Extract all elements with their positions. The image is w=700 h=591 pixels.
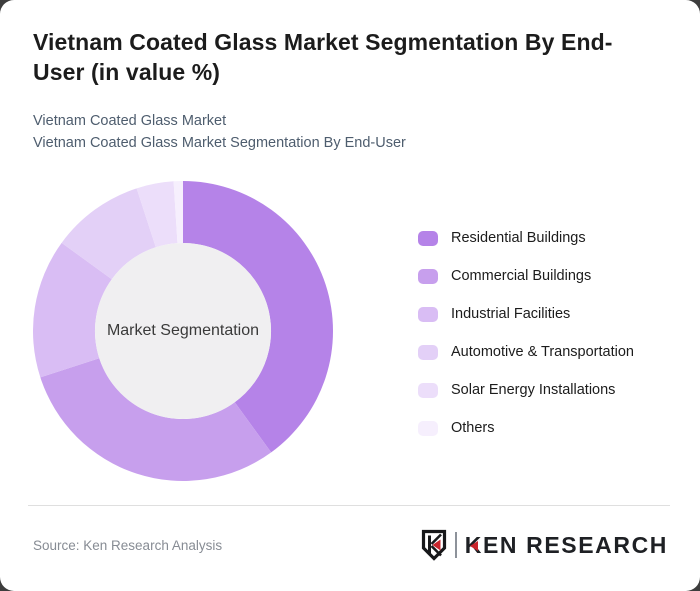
legend-item-3: Industrial Facilities <box>418 305 634 323</box>
legend-label: Residential Buildings <box>451 230 586 246</box>
subtitle-line-1: Vietnam Coated Glass Market <box>33 113 227 129</box>
legend-item-5: Solar Energy Installations <box>418 381 634 399</box>
legend-label: Industrial Facilities <box>451 306 571 322</box>
donut-hole <box>94 242 272 420</box>
donut-chart: Market Segmentation <box>33 181 333 481</box>
source-text: Source: Ken Research Analysis <box>33 538 223 553</box>
donut-segment-6 <box>173 181 183 244</box>
footer-divider <box>28 505 670 506</box>
legend-swatch-icon <box>418 344 438 360</box>
donut-segment-3 <box>33 242 112 378</box>
donut-segment-4 <box>61 188 156 280</box>
page-title: Vietnam Coated Glass Market Segmentation… <box>33 29 613 85</box>
logo-red-triangle <box>432 539 441 551</box>
subtitle-line-2: Vietnam Coated Glass Market Segmentation… <box>33 134 406 151</box>
logo-k-triangle-icon <box>469 541 478 551</box>
legend-label: Commercial Buildings <box>451 268 592 284</box>
legend-item-1: Residential Buildings <box>418 229 634 247</box>
legend-swatch-icon <box>418 306 438 322</box>
logo-text-rest: EN RESEARCH <box>482 531 668 558</box>
logo-shield-icon <box>421 529 446 561</box>
donut-svg <box>33 181 333 481</box>
legend-item-4: Automotive & Transportation <box>418 343 634 361</box>
legend-item-2: Commercial Buildings <box>418 267 634 285</box>
legend-label: Automotive & Transportation <box>451 344 634 360</box>
subtitle: Vietnam Coated Glass Market Vietnam Coat… <box>33 111 677 154</box>
legend-label: Solar Energy Installations <box>451 382 616 398</box>
legend-swatch-icon <box>418 420 438 436</box>
legend-label: Others <box>451 420 495 436</box>
donut-segment-1 <box>183 181 333 453</box>
logo-text: K EN RESEARCH <box>465 532 668 559</box>
legend-swatch-icon <box>418 230 438 246</box>
legend-item-6: Others <box>418 419 634 437</box>
legend-swatch-icon <box>418 382 438 398</box>
ken-research-logo: K EN RESEARCH <box>420 527 668 563</box>
donut-segment-2 <box>40 358 272 481</box>
chart-legend: Residential Buildings Commercial Building… <box>418 229 634 437</box>
logo-divider <box>454 532 457 558</box>
legend-swatch-icon <box>418 268 438 284</box>
donut-segment-5 <box>136 181 178 248</box>
